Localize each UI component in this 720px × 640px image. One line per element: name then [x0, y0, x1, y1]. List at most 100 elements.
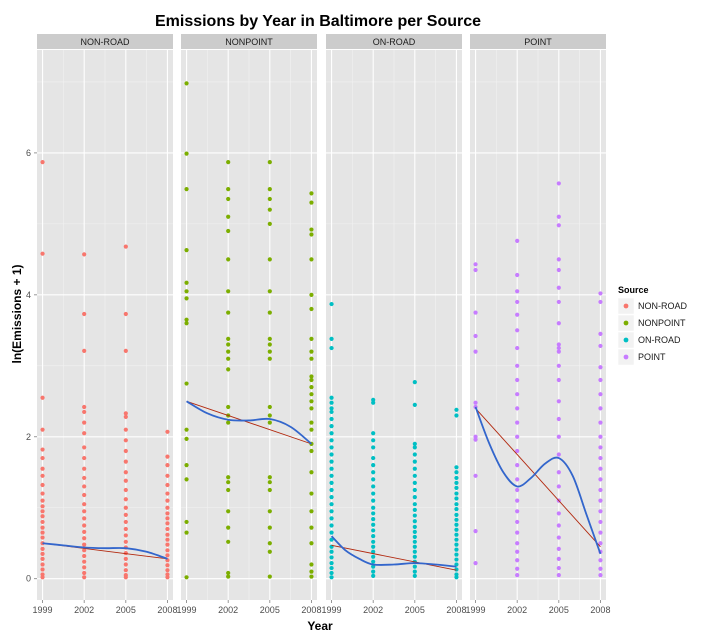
data-point: [309, 356, 314, 361]
legend-entry: ON-ROAD: [617, 331, 681, 349]
data-point: [371, 544, 376, 549]
data-point: [371, 522, 376, 527]
data-point: [226, 356, 231, 361]
data-point: [454, 562, 459, 567]
data-point: [267, 342, 272, 347]
data-point: [184, 530, 189, 535]
data-point: [184, 317, 189, 322]
x-axis-title: Year: [307, 619, 333, 633]
data-point: [412, 539, 417, 544]
data-point: [123, 459, 128, 464]
data-point: [556, 484, 561, 489]
data-point: [309, 336, 314, 341]
data-point: [598, 573, 603, 578]
data-point: [329, 395, 334, 400]
data-point: [40, 551, 45, 556]
data-point: [165, 521, 170, 526]
data-point: [329, 555, 334, 560]
data-point: [515, 392, 520, 397]
data-point: [473, 333, 478, 339]
panels-layer: NON-ROAD 1999 2002 2005 2008 NONPOINT 1999 2002…: [26, 34, 610, 615]
data-point: [165, 563, 170, 568]
data-point: [598, 509, 603, 514]
data-point: [184, 436, 189, 442]
data-point: [598, 558, 603, 563]
x-tick-label: 1999: [33, 605, 53, 615]
data-point: [556, 267, 561, 273]
x-tick-label: 2002: [74, 605, 94, 615]
data-point: [412, 549, 417, 554]
legend-label: POINT: [638, 352, 666, 362]
data-point: [184, 519, 189, 525]
data-point: [267, 310, 272, 315]
data-point: [184, 81, 189, 86]
data-point: [515, 377, 520, 383]
data-point: [329, 530, 334, 535]
legend-label: NONPOINT: [638, 318, 686, 328]
data-point: [309, 227, 314, 232]
data-point: [473, 349, 478, 354]
data-point: [515, 549, 520, 554]
strip-label: ON-ROAD: [373, 37, 416, 47]
data-point: [371, 431, 376, 436]
data-point: [82, 445, 87, 450]
data-point: [598, 299, 603, 305]
data-point: [556, 299, 561, 305]
data-point: [515, 272, 520, 278]
panel-non-road: NON-ROAD 1999 2002 2005 2008: [33, 34, 177, 615]
data-point: [371, 511, 376, 516]
y-axis: 0 2 4 6: [26, 148, 37, 584]
data-point: [165, 498, 170, 503]
data-point: [309, 509, 314, 514]
data-point: [412, 459, 417, 464]
data-point: [40, 504, 45, 509]
data-point: [226, 160, 231, 165]
data-point: [309, 574, 314, 579]
data-point: [226, 196, 231, 202]
data-point: [454, 547, 459, 552]
x-tick-label: 2008: [157, 605, 177, 615]
data-point: [412, 452, 417, 457]
data-point: [556, 257, 561, 262]
data-point: [226, 509, 231, 514]
data-point: [371, 534, 376, 539]
data-point: [329, 400, 334, 405]
x-tick-label: 2005: [405, 605, 425, 615]
data-point: [267, 336, 272, 341]
data-point: [40, 509, 45, 514]
data-point: [82, 252, 87, 257]
data-point: [40, 466, 45, 471]
data-point: [329, 416, 334, 422]
data-point: [454, 470, 459, 475]
data-point: [165, 473, 170, 478]
data-point: [309, 541, 314, 546]
data-point: [309, 448, 314, 454]
data-point: [556, 434, 561, 439]
data-point: [598, 343, 603, 349]
data-point: [82, 536, 87, 541]
data-point: [309, 491, 314, 496]
legend-key-point: [623, 354, 629, 360]
data-point: [412, 544, 417, 549]
data-point: [40, 519, 45, 525]
data-point: [123, 487, 128, 493]
data-point: [371, 463, 376, 468]
data-point: [515, 566, 520, 571]
legend-key-point: [623, 337, 629, 343]
data-point: [556, 214, 561, 219]
data-point: [165, 526, 170, 532]
data-point: [556, 363, 561, 368]
data-point: [123, 427, 128, 432]
data-point: [473, 560, 478, 566]
data-point: [184, 575, 189, 580]
data-point: [329, 473, 334, 478]
legend-key-point: [623, 303, 629, 309]
data-point: [412, 507, 417, 512]
y-tick-label: 2: [26, 432, 31, 442]
data-point: [412, 441, 417, 446]
data-point: [454, 491, 459, 496]
data-point: [329, 406, 334, 411]
data-point: [515, 448, 520, 454]
data-point: [184, 296, 189, 301]
